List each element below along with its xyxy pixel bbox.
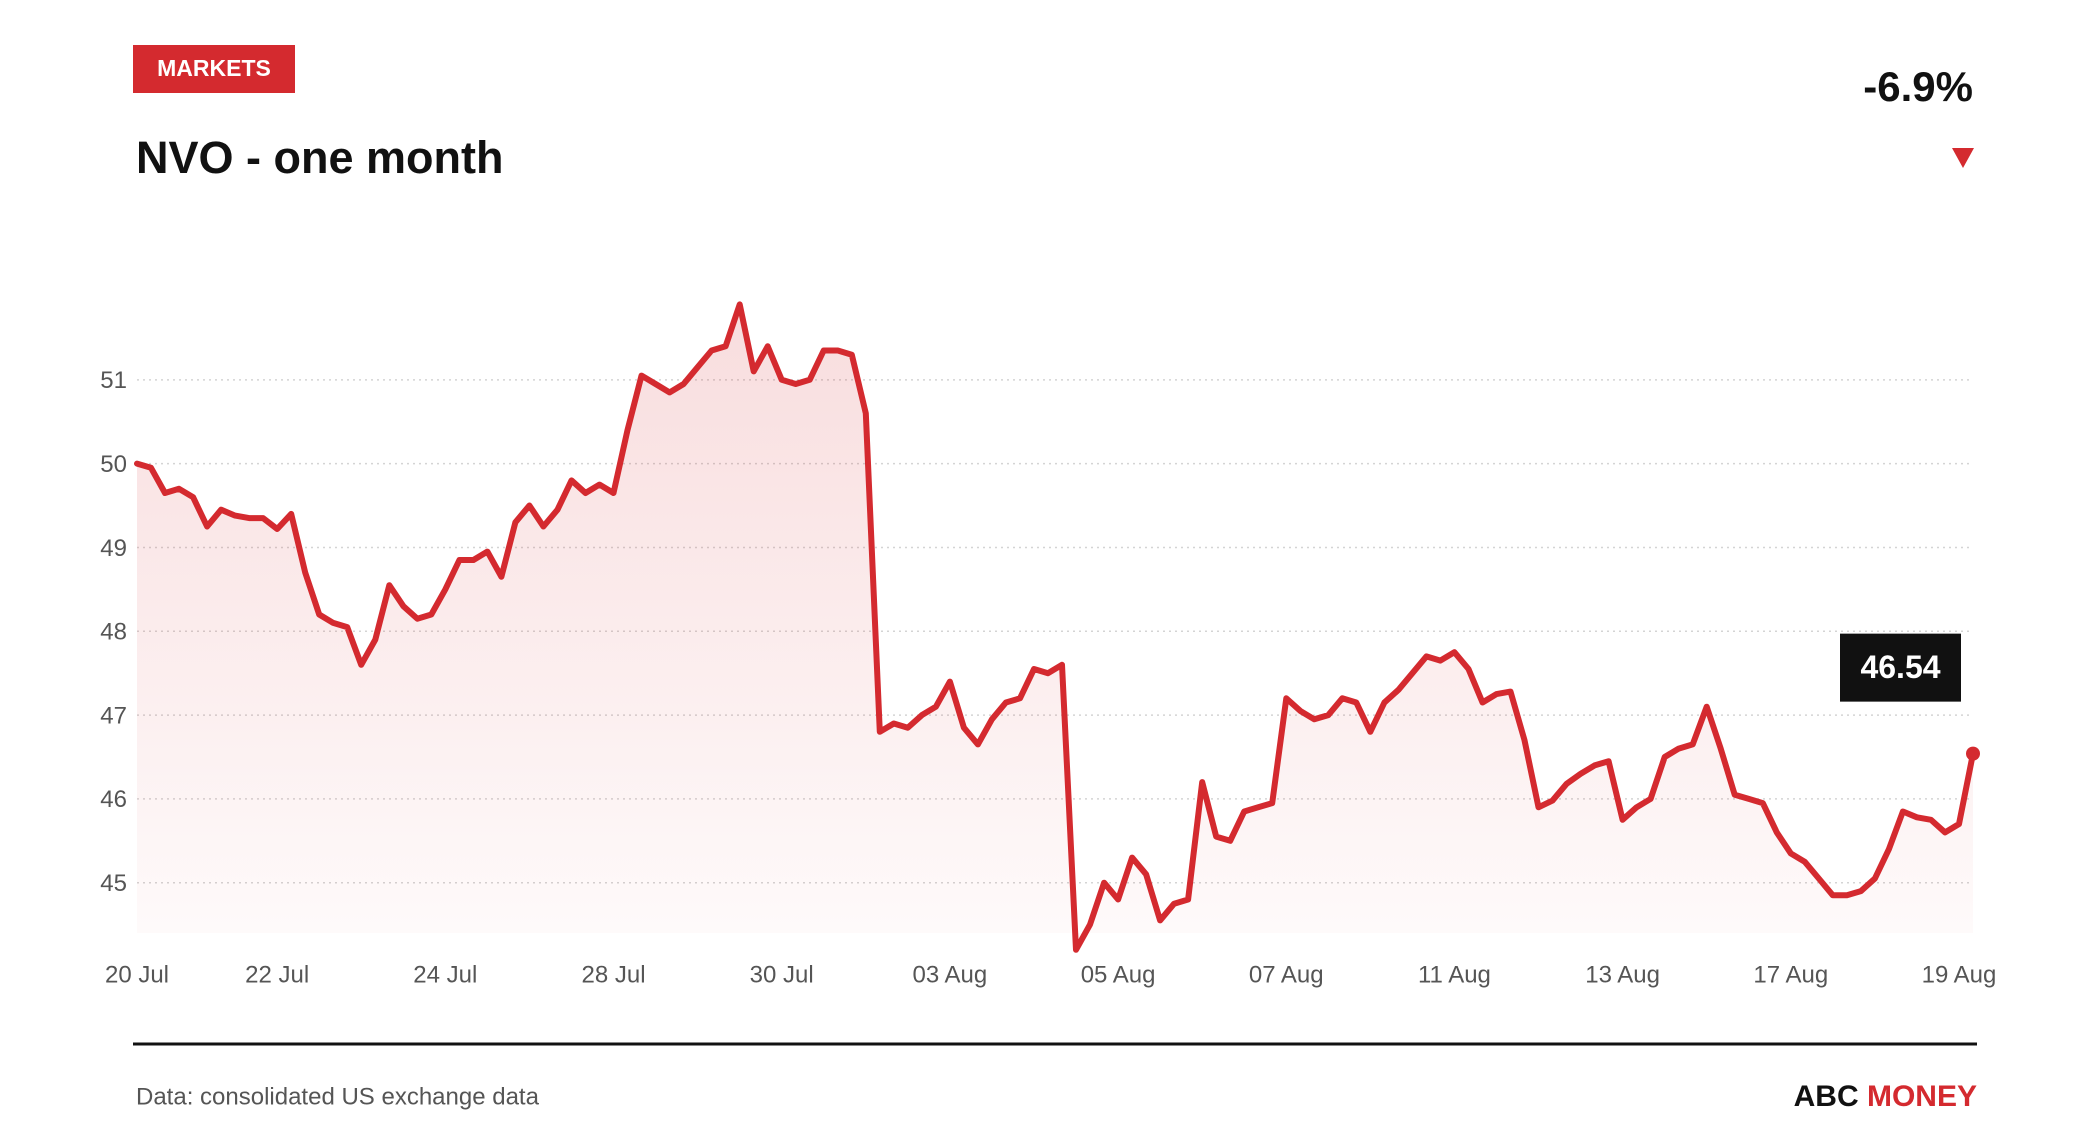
y-tick-label: 49 <box>100 535 127 562</box>
y-tick-label: 46 <box>100 786 127 813</box>
x-tick-label: 24 Jul <box>413 961 477 988</box>
x-tick-label: 05 Aug <box>1081 961 1156 988</box>
y-tick-label: 47 <box>100 702 127 729</box>
x-tick-label: 28 Jul <box>581 961 645 988</box>
chart-title: NVO - one month <box>136 132 503 183</box>
brand-first: ABC <box>1794 1080 1859 1113</box>
x-tick-label: 07 Aug <box>1249 961 1324 988</box>
value-box <box>1840 633 1961 702</box>
change: -6.9% <box>1863 63 1973 110</box>
down-arrow <box>1952 148 1974 168</box>
x-tick-label: 11 Aug <box>1418 961 1491 988</box>
x-tick-label: 19 Aug <box>1922 961 1997 988</box>
y-tick-label: 48 <box>100 619 127 646</box>
x-tick-label: 20 Jul <box>105 961 169 988</box>
x-tick-label: 22 Jul <box>245 961 309 988</box>
brand: ABC MONEY <box>1794 1080 1977 1113</box>
tag-box <box>133 45 295 93</box>
x-tick-label: 30 Jul <box>750 961 814 988</box>
value-label: 46.54 <box>1860 649 1940 685</box>
price-line <box>134 301 1976 953</box>
tag: MARKETS <box>157 55 271 81</box>
x-tick-label: 17 Aug <box>1753 961 1828 988</box>
x-tick-label: 03 Aug <box>913 961 988 988</box>
x-tick-label: 13 Aug <box>1585 961 1660 988</box>
area <box>137 304 1973 950</box>
y-tick-label: 50 <box>100 451 127 478</box>
plot: 45 46 47 48 49 50 51 20 Jul 22 Jul 24 Jul 28 Jul 30… <box>100 301 1997 988</box>
source: Data: consolidated US exchange data <box>136 1083 540 1110</box>
brand-second: MONEY <box>1867 1080 1977 1113</box>
y-tick-label: 45 <box>100 870 127 897</box>
y-tick-label: 51 <box>100 367 127 394</box>
last-point <box>1966 746 1980 761</box>
